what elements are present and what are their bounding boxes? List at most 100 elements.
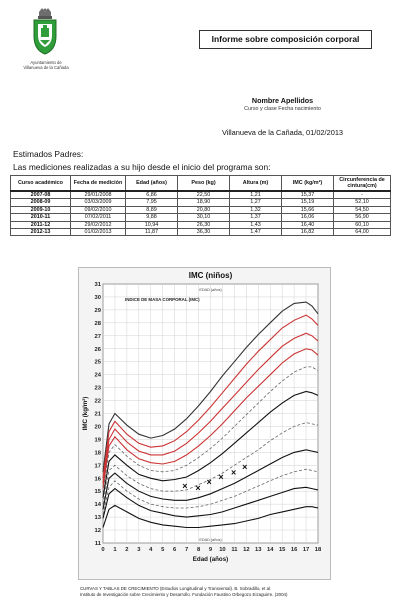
y-tick-label: 28: [95, 321, 102, 327]
table-cell: 15,19: [281, 198, 334, 207]
academic-year-cell: 2010-11: [10, 213, 71, 222]
y-tick-label: 30: [95, 295, 101, 301]
percentile-curve: [102, 504, 319, 529]
x-tick-label: 15: [279, 547, 286, 553]
table-row: 2007-08 29/01/2008 6,86 22,50 1,21 15,37-: [10, 190, 391, 200]
percentile-curve: [102, 366, 319, 493]
x-tick-label: 11: [231, 547, 238, 553]
table-cell: 22,50: [177, 190, 230, 200]
x-tick-label: 18: [315, 547, 322, 553]
table-cell: 6,86: [125, 190, 178, 200]
y-tick-label: 18: [95, 450, 102, 456]
percentile-curve: [102, 332, 319, 484]
column-header: Altura (m): [229, 175, 282, 192]
table-row: 2010-11 07/02/2011 9,88 30,10 1,37 16,06 56,90: [10, 213, 391, 222]
y-tick-label: 23: [95, 386, 102, 392]
table-row: 2011-12 29/02/2012 10,94 26,30 1,43 16,40 60,1…: [10, 220, 391, 230]
academic-year-cell: 2009-10: [10, 205, 71, 215]
y-tick-label: 17: [95, 463, 101, 469]
x-tick-label: 7: [185, 547, 188, 553]
y-tick-label: 13: [95, 515, 102, 521]
table-cell: 07/02/2011: [70, 213, 126, 222]
table-cell: 36,30: [177, 228, 230, 237]
y-tick-label: 22: [95, 399, 101, 405]
table-cell: 8,89: [125, 205, 178, 215]
table-row: 2012-13 01/02/2013 11,87 36,30 1,47 16,82 64,0…: [10, 228, 391, 237]
table-cell: 03/03/2009: [70, 198, 126, 207]
x-tick-label: 3: [137, 547, 141, 553]
measurement-marker: ×: [195, 483, 200, 493]
y-tick-label: 25: [95, 360, 102, 366]
percentile-curve: [102, 301, 319, 472]
student-name: Nombre Apellidos: [251, 96, 314, 105]
table-cell: 60,10: [333, 220, 391, 230]
table-row: 2008-09 03/03/2009 7,95 18,90 1,27 15,19 52,10: [10, 198, 391, 207]
student-info: Curso y clase Fecha nacimiento: [244, 106, 321, 112]
measurement-marker: ×: [218, 472, 223, 482]
table-cell: 10,94: [125, 220, 178, 230]
table-cell: 16,40: [281, 220, 334, 230]
y-tick-label: 26: [95, 347, 102, 353]
table-cell: 11,87: [125, 228, 178, 237]
percentile-curve: [102, 422, 319, 505]
table-cell: 7,95: [125, 198, 178, 207]
y-tick-label: 31: [95, 282, 102, 288]
x-tick-label: 14: [267, 547, 274, 553]
y-tick-label: 24: [95, 373, 102, 379]
y-tick-label: 11: [95, 541, 102, 547]
x-tick-label: 13: [255, 547, 262, 553]
coat-of-arms-logo: [20, 6, 70, 64]
table-cell: 16,82: [281, 228, 334, 237]
table-header-row: Curso académico Fecha de medición Edad (…: [10, 175, 391, 192]
percentile-curve: [102, 449, 319, 510]
table-cell: 15,37: [281, 190, 334, 200]
percentile-curve: [102, 314, 319, 479]
table-cell: 26,30: [177, 220, 230, 230]
y-tick-label: 21: [95, 412, 102, 418]
chart-title: IMC (niños): [189, 271, 233, 280]
measurement-marker: ×: [207, 477, 212, 487]
column-header: Curso académico: [10, 175, 71, 192]
table-cell: 1,21: [229, 190, 282, 200]
organization-name: Ayuntamiento de Villanueva de la Cañada: [6, 60, 86, 70]
citation-line-1: CURVAS Y TABLAS DE CRECIMIENTO (Estudios…: [80, 586, 272, 591]
y-tick-label: 27: [95, 334, 101, 340]
top-axis-label: EDAD (años): [199, 288, 222, 292]
table-cell: 29/01/2008: [70, 190, 126, 200]
table-cell: 18,90: [177, 198, 230, 207]
table-cell: 09/02/2010: [70, 205, 126, 215]
column-header: IMC (kg/m²): [281, 175, 334, 192]
x-tick-label: 4: [149, 547, 153, 553]
table-cell: -: [333, 190, 391, 200]
table-cell: 64,00: [333, 228, 391, 237]
y-axis-label: IMC (kg/m²): [82, 397, 89, 431]
chart-annotation: INDICE DE MASA CORPORAL (IMC): [125, 297, 200, 302]
measurement-marker: ×: [242, 462, 247, 472]
y-tick-label: 29: [95, 308, 102, 314]
place-date: Villanueva de la Cañada, 01/02/2013: [221, 128, 344, 137]
measurement-marker: ×: [231, 468, 236, 478]
percentile-curve: [102, 390, 319, 498]
table-cell: 54,50: [333, 205, 391, 215]
x-tick-label: 1: [113, 547, 117, 553]
x-tick-label: 2: [125, 547, 128, 553]
measurements-table: Curso académico Fecha de medición Edad (…: [10, 175, 391, 237]
y-tick-label: 14: [95, 502, 102, 508]
org-line-1: Ayuntamiento de: [30, 60, 62, 65]
percentile-curve: [102, 348, 319, 489]
bottom-axis-label: EDAD (años): [199, 538, 222, 542]
table-cell: 16,06: [281, 213, 334, 222]
table-cell: 9,88: [125, 213, 178, 222]
report-title-box: Informe sobre composición corporal: [199, 30, 372, 49]
x-tick-label: 5: [161, 547, 165, 553]
greeting: Estimados Padres:: [13, 149, 84, 159]
x-tick-label: 0: [101, 547, 104, 553]
column-header: Edad (años): [125, 175, 178, 192]
measurement-marker: ×: [182, 481, 187, 491]
table-cell: 1,27: [229, 198, 282, 207]
table-cell: 01/02/2013: [70, 228, 126, 237]
table-cell: 56,90: [333, 213, 391, 222]
y-tick-label: 16: [95, 476, 102, 482]
bmi-growth-chart: × ××× ××0 1 2 3 4 5 6 7 8 9 10 11 12 13 14 15 16 17 18111213…: [82, 271, 322, 563]
y-tick-label: 19: [95, 437, 102, 443]
